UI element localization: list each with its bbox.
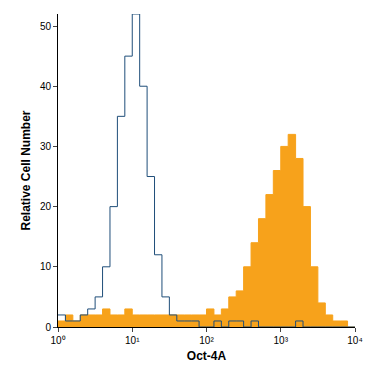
svg-text:10¹: 10¹ [125,335,140,346]
svg-text:10³: 10³ [274,335,289,346]
svg-text:30: 30 [40,141,52,152]
svg-text:10⁴: 10⁴ [347,335,362,346]
svg-text:Relative Cell Number: Relative Cell Number [19,110,33,230]
svg-text:10: 10 [40,261,52,272]
svg-text:10⁰: 10⁰ [50,335,65,346]
svg-text:10²: 10² [199,335,214,346]
svg-text:20: 20 [40,201,52,212]
svg-text:Oct-4A: Oct-4A [187,349,227,363]
svg-text:50: 50 [40,21,52,32]
svg-text:0: 0 [45,322,51,333]
svg-text:40: 40 [40,81,52,92]
